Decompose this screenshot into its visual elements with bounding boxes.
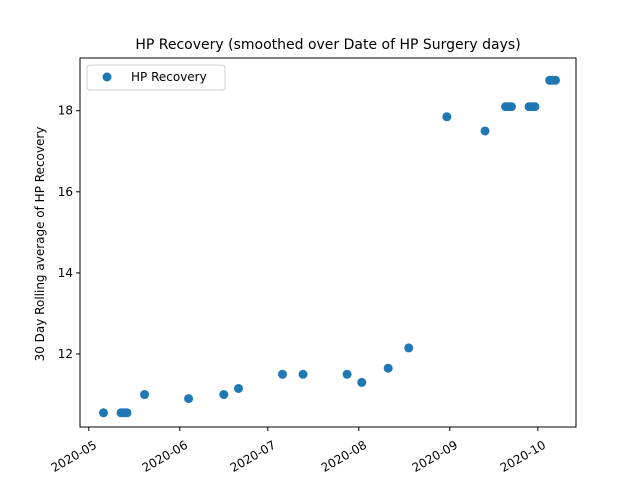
data-point [278, 369, 288, 379]
data-point [480, 126, 490, 136]
data-point [530, 102, 540, 112]
data-point [357, 377, 367, 387]
data-point [550, 75, 560, 85]
data-point [442, 112, 452, 122]
x-axis-ticks: 2020-05 2020-06 2020-07 2020-08 2020-09 2020-… [49, 427, 548, 475]
data-point [506, 102, 516, 112]
data-point [140, 390, 150, 400]
data-point [233, 383, 243, 393]
x-tick-label: 2020-10 [498, 438, 548, 475]
y-tick-label: 18 [58, 104, 73, 118]
data-point [404, 343, 414, 353]
data-point [342, 369, 352, 379]
x-tick-label: 2020-09 [410, 438, 460, 475]
data-point [383, 363, 393, 373]
y-tick-label: 16 [58, 185, 73, 199]
data-point [219, 390, 229, 400]
x-tick-label: 2020-07 [228, 438, 278, 475]
data-point [184, 394, 194, 404]
data-point [98, 408, 108, 418]
y-axis-label: 30 Day Rolling average of HP Recovery [33, 127, 47, 362]
plot-area-frame [79, 57, 577, 428]
legend: HP Recovery [86, 64, 226, 91]
data-points [98, 75, 560, 418]
chart-title: HP Recovery (smoothed over Date of HP Su… [135, 37, 520, 53]
x-tick-label: 2020-06 [140, 438, 190, 475]
legend-label: HP Recovery [131, 70, 207, 84]
y-tick-label: 14 [58, 266, 73, 280]
legend-box [86, 64, 226, 91]
x-tick-label: 2020-08 [319, 438, 369, 475]
x-tick-label: 2020-05 [49, 438, 99, 475]
data-point [298, 369, 308, 379]
legend-marker [102, 72, 112, 82]
y-axis-ticks: 12 14 16 18 [58, 104, 80, 361]
y-tick-label: 12 [58, 347, 73, 361]
data-point [122, 408, 132, 418]
